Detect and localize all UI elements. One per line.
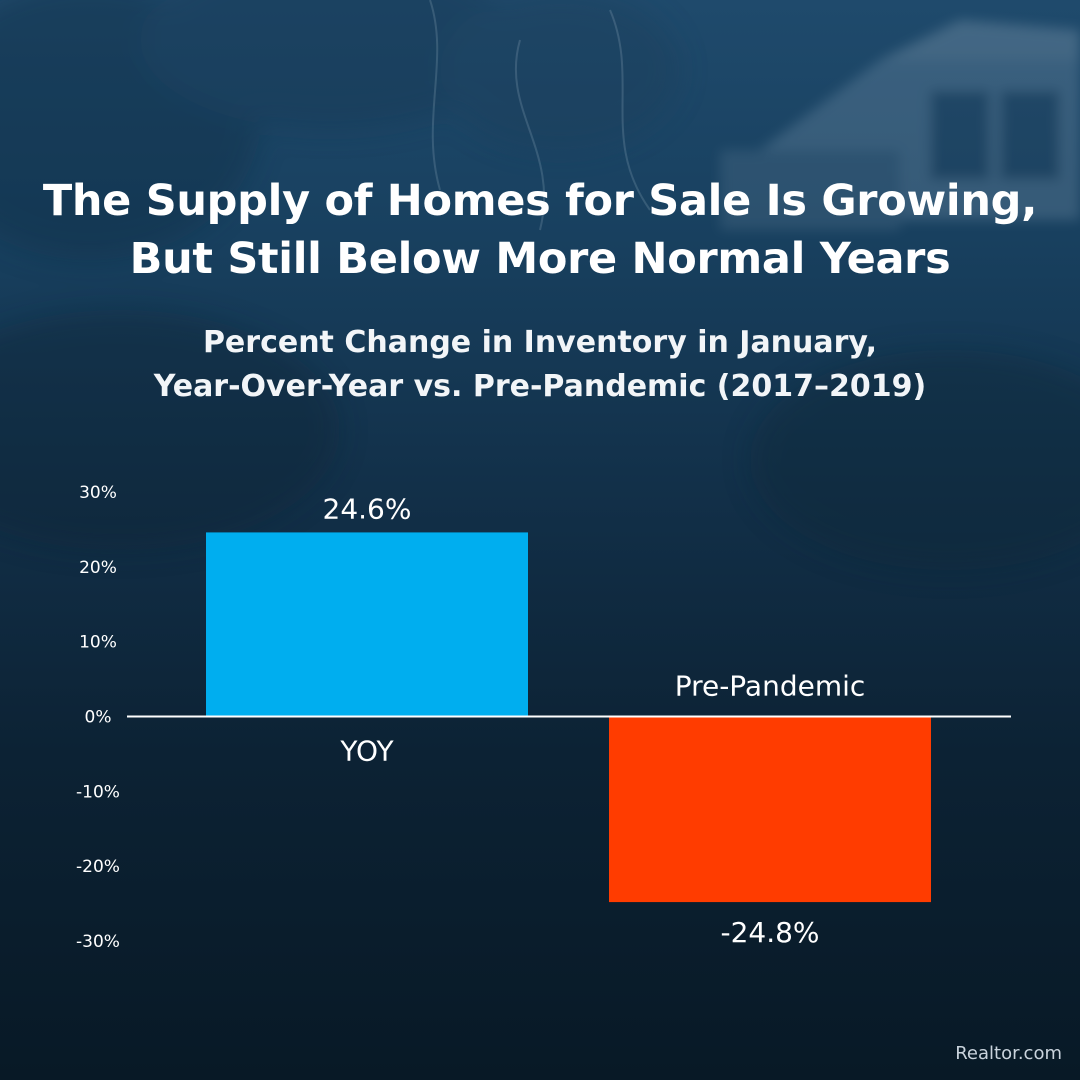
y-tick-label: 20% xyxy=(79,558,117,578)
data-label: -24.8% xyxy=(720,916,819,949)
y-tick-label: 30% xyxy=(79,483,117,503)
data-label: 24.6% xyxy=(323,492,412,525)
bar-yoy xyxy=(206,532,528,717)
chart-subtitle-line-1: Percent Change in Inventory in January, xyxy=(202,325,878,360)
chart-title-line-2: But Still Below More Normal Years xyxy=(129,234,951,284)
house-silhouette xyxy=(720,20,1080,230)
y-tick-label: -30% xyxy=(76,932,120,952)
chart-title: The Supply of Homes for Sale Is Growing,… xyxy=(20,172,1060,288)
category-label: Pre-Pandemic xyxy=(675,670,866,703)
y-tick-label: 10% xyxy=(79,633,117,653)
bar-pre-pandemic xyxy=(609,716,931,903)
chart-title-line-1: The Supply of Homes for Sale Is Growing, xyxy=(42,176,1038,226)
category-label: YOY xyxy=(339,735,394,768)
chart-subtitle: Percent Change in Inventory in January, … xyxy=(20,321,1060,409)
y-tick-label: -20% xyxy=(76,857,120,877)
y-tick-label: 0% xyxy=(85,708,112,728)
y-tick-label: -10% xyxy=(76,782,120,802)
source-credit: Realtor.com xyxy=(955,1043,1062,1064)
chart-subtitle-line-2: Year-Over-Year vs. Pre-Pandemic (2017–20… xyxy=(153,369,927,404)
branch-lines xyxy=(429,0,651,231)
tree-silhouette xyxy=(0,0,1080,570)
